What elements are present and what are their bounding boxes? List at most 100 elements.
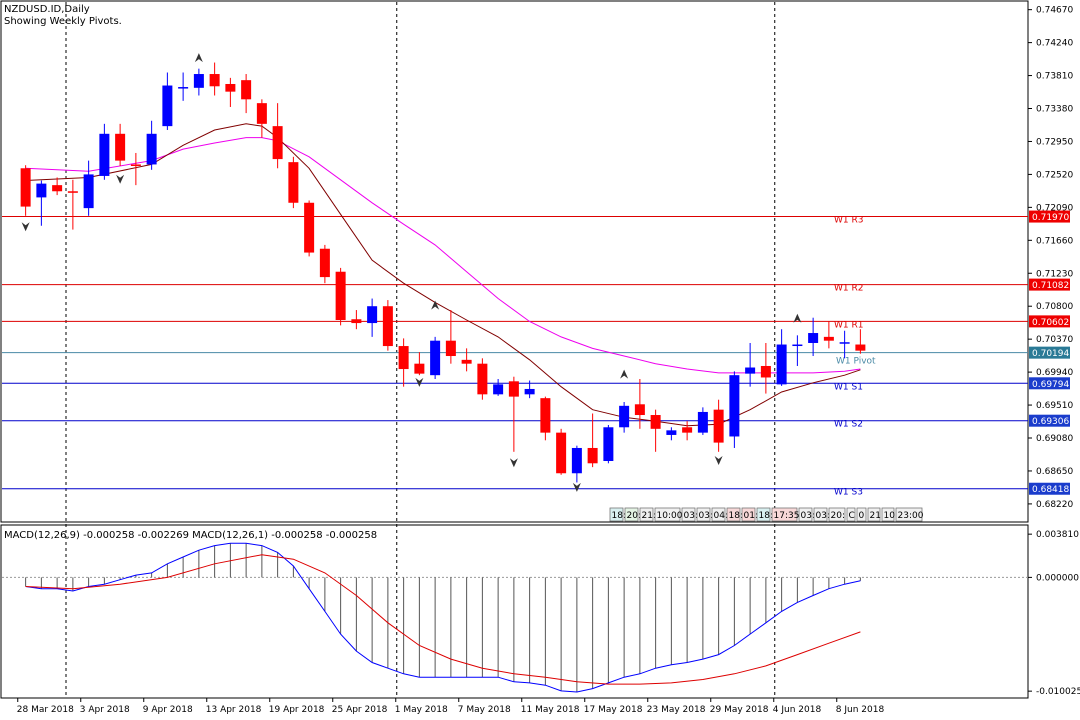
macd-plot: 0.003810 0.000000 -0.010025 <box>2 530 1080 697</box>
pivot-price-tag <box>1029 414 1070 427</box>
price-tick-label: 0.74240 <box>1036 39 1073 49</box>
candle-body <box>256 103 267 124</box>
candle-body <box>414 363 425 374</box>
session-box-text: 18: <box>759 511 773 521</box>
session-box <box>895 507 923 522</box>
time-tick-label: 13 Apr 2018 <box>206 705 262 715</box>
price-tick-label: 0.73380 <box>1036 105 1073 115</box>
candle-body <box>760 365 771 378</box>
pivot-subtitle: Showing Weekly Pivots. <box>4 16 122 27</box>
candle-body <box>540 398 551 433</box>
price-tick-label: 0.69510 <box>1036 401 1073 411</box>
price-panel-frame <box>0 0 1029 523</box>
session-box-text: 10 <box>884 511 896 521</box>
candle-body <box>729 375 740 437</box>
session-box-text: 18: <box>612 511 626 521</box>
candle-body <box>351 319 362 324</box>
time-tick-label: 19 Apr 2018 <box>269 705 325 715</box>
fractal-up-marker <box>620 369 629 379</box>
time-tick-label: 25 Apr 2018 <box>332 705 388 715</box>
fractal-down-marker <box>116 174 125 184</box>
candle-body <box>382 306 393 347</box>
session-box-text: C <box>849 511 855 521</box>
pivot-price-tag-text: 0.70194 <box>1032 349 1069 359</box>
pivot-price-tag <box>1029 346 1070 359</box>
pivot-price-tag <box>1029 210 1070 223</box>
session-box <box>771 507 798 522</box>
candle-body <box>304 202 315 253</box>
time-tick-label: 23 May 2018 <box>647 705 706 715</box>
macd-panel-frame <box>0 524 1029 699</box>
candle-body <box>713 409 724 443</box>
candle-body <box>587 447 598 464</box>
candle-body <box>241 80 252 100</box>
fractal-down-marker <box>509 458 518 468</box>
macd-main-line <box>25 542 861 693</box>
candle-body <box>130 164 141 166</box>
session-boxes: 18: 20: 21: 10:00 03: 03: 04: 18: 01: 18: 17:35 03:… <box>609 507 924 522</box>
pivot-price-tag-text: 0.70602 <box>1032 318 1069 328</box>
candle-body <box>319 248 330 278</box>
price-tick-label: 0.74670 <box>1036 6 1073 16</box>
candle-body <box>477 363 488 395</box>
candle-body <box>650 415 661 429</box>
session-box-text: 03: <box>801 511 815 521</box>
pivot-price-tag <box>1029 482 1070 495</box>
candle-body <box>776 344 787 385</box>
session-box <box>846 507 856 522</box>
symbol-title: NZDUSD.ID,Daily <box>4 4 90 15</box>
time-tick-label: 9 Apr 2018 <box>143 705 193 715</box>
pivot-price-tag-text: 0.71082 <box>1032 281 1069 291</box>
session-box <box>856 507 867 522</box>
session-box <box>609 507 624 522</box>
pivot-label: W1 R1 <box>834 320 863 330</box>
candle-body <box>99 133 110 176</box>
session-box-text: 0 <box>859 511 865 521</box>
candle-body <box>178 87 189 89</box>
session-box <box>798 507 813 522</box>
macd-signal-line <box>25 554 861 685</box>
candle-body <box>335 271 346 321</box>
time-tick-label: 17 May 2018 <box>584 705 643 715</box>
session-box <box>681 507 696 522</box>
session-box <box>881 507 895 522</box>
macd-panel <box>0 524 1029 699</box>
macd-tick-label: 0.003810 <box>1036 530 1079 540</box>
session-box-text: 03: <box>699 511 713 521</box>
session-box <box>813 507 828 522</box>
price-tick-label: 0.72520 <box>1036 170 1073 180</box>
price-panel <box>0 0 1029 523</box>
candle-body <box>823 336 834 341</box>
candle-body <box>225 83 236 92</box>
session-box-text: 20: <box>831 511 845 521</box>
candle-body <box>634 404 645 416</box>
pivot-label: W1 R3 <box>834 216 863 226</box>
session-box <box>756 507 771 522</box>
session-box-text: 21 <box>870 511 881 521</box>
price-axis: 0.74670 0.74240 0.73810 0.73380 0.72950 0.725… <box>1028 6 1073 510</box>
candle-body <box>445 340 456 357</box>
time-tick-label: 7 May 2018 <box>458 705 511 715</box>
session-box <box>639 507 654 522</box>
session-box <box>828 507 846 522</box>
price-tick-label: 0.71230 <box>1036 269 1073 279</box>
pivot-price-tags: 0.71970 0.71082 0.70602 0.70194 0.69794 0.693… <box>1029 210 1070 495</box>
session-box <box>654 507 681 522</box>
candle-body <box>808 333 819 343</box>
candle-body <box>571 447 582 474</box>
candle-body <box>697 411 708 433</box>
price-tick-label: 0.70800 <box>1036 302 1073 312</box>
pivot-price-tag-text: 0.69306 <box>1032 417 1069 427</box>
pivot-price-tag <box>1029 377 1070 390</box>
pivot-price-tag <box>1029 278 1070 291</box>
candle-body <box>493 384 504 395</box>
price-tick-label: 0.72090 <box>1036 203 1073 213</box>
candle-body <box>367 306 378 324</box>
candle-body <box>603 427 614 461</box>
session-box-text: 21: <box>642 511 656 521</box>
candle-body <box>162 85 173 127</box>
session-box <box>624 507 639 522</box>
candle-body <box>855 344 866 351</box>
candle-body <box>193 74 204 88</box>
